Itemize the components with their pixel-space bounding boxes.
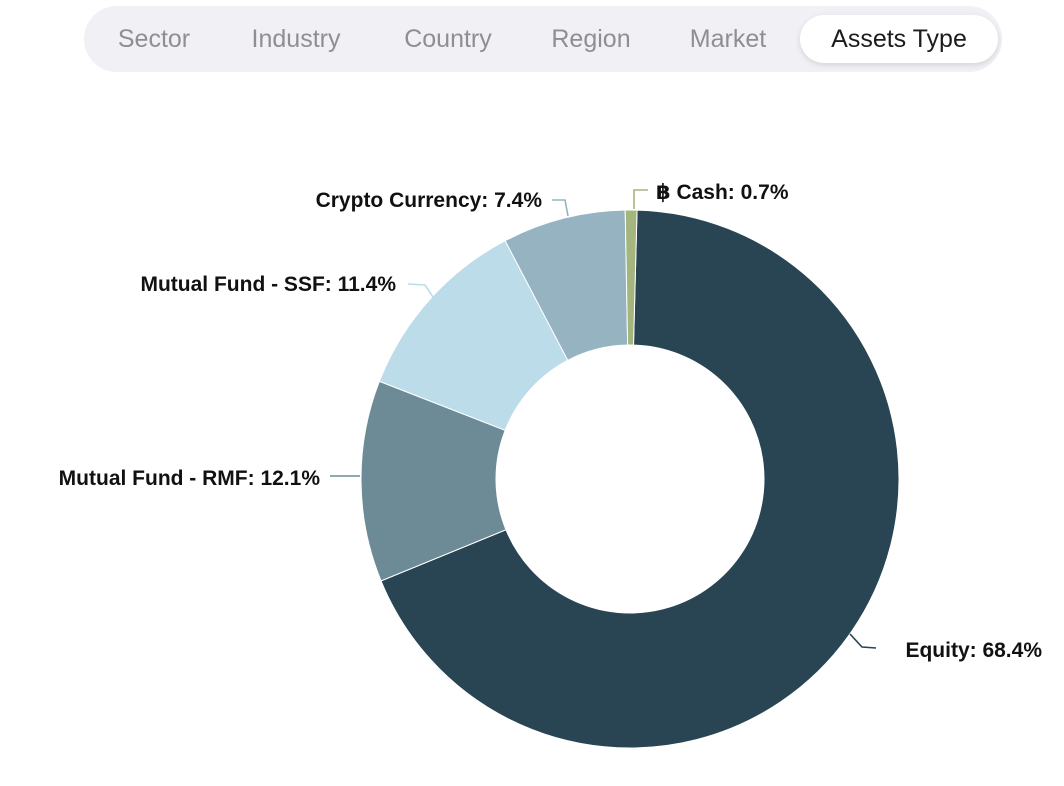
slice-label-mutual-fund-rmf: Mutual Fund - RMF: 12.1% [59, 467, 321, 490]
segmented-tab-bar: Sector Industry Country Region Market As… [84, 6, 1002, 72]
leader-line-mutual-fund-ssf [407, 283, 434, 298]
tab-assets-type[interactable]: Assets Type [800, 15, 998, 63]
tab-region[interactable]: Region [551, 25, 631, 53]
slice-label-mutual-fund-ssf: Mutual Fund - SSF: 11.4% [140, 273, 396, 296]
leader-line-cash [633, 189, 648, 209]
leader-lines [330, 189, 877, 649]
tab-country[interactable]: Country [404, 25, 492, 53]
slice-label-crypto-currency: Crypto Currency: 7.4% [316, 189, 543, 212]
slice-mutual-fund-ssf[interactable] [378, 240, 569, 431]
tab-industry[interactable]: Industry [251, 25, 341, 53]
leader-line-equity [849, 633, 877, 649]
leader-line-crypto-currency [552, 199, 569, 217]
donut-slices [360, 209, 900, 749]
slice-label-equity: Equity: 68.4% [905, 639, 1042, 662]
slice-equity[interactable] [380, 209, 900, 749]
slice-label-cash: ฿ Cash: 0.7% [656, 181, 789, 204]
tab-sector[interactable]: Sector [117, 25, 191, 53]
tab-market[interactable]: Market [689, 25, 767, 53]
slice-cash[interactable] [624, 209, 638, 346]
